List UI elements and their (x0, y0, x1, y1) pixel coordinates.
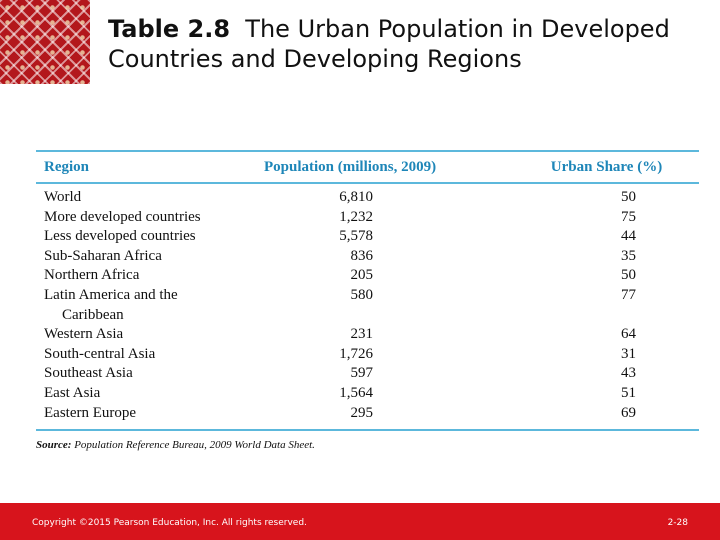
footer-bar: Copyright ©2015 Pearson Education, Inc. … (0, 503, 720, 540)
region-label: Latin America and the (44, 286, 178, 303)
cell-urban-share: 75 (621, 208, 636, 225)
cell-population: 205 (350, 267, 374, 284)
cell-region: Less developed countries (36, 227, 264, 247)
table-row: Northern Africa 205 50 (36, 266, 699, 286)
table-row: Eastern Europe 295 69 (36, 404, 699, 424)
region-label: Northern Africa (44, 267, 140, 284)
urban-population-table: Region Population (millions, 2009) Urban… (36, 150, 699, 451)
cell-urban-share: 35 (621, 247, 636, 264)
cell-population: 597 (350, 365, 374, 382)
cell-population: 836 (350, 247, 374, 264)
page-number: 2-28 (667, 518, 688, 528)
publisher-logo (0, 0, 90, 84)
table-row: South-central Asia 1,726 31 (36, 345, 699, 365)
table-row: More developed countries 1,232 75 (36, 208, 699, 228)
cell-population: 1,726 (339, 345, 373, 362)
title-table-number: Table 2.8 (108, 15, 231, 43)
cell-region: Northern Africa (36, 266, 264, 286)
header-population: Population (millions, 2009) (264, 158, 437, 175)
cell-region: East Asia (36, 384, 264, 404)
copyright-text: Copyright ©2015 Pearson Education, Inc. … (32, 518, 307, 528)
source-label: Source: (36, 439, 72, 452)
header-region: Region (44, 158, 89, 175)
table-row: Western Asia 231 64 (36, 325, 699, 345)
header-urban-share: Urban Share (%) (550, 158, 663, 175)
cell-population: 1,564 (339, 384, 373, 401)
region-label: East Asia (44, 384, 101, 401)
cell-urban-share: 77 (621, 286, 636, 303)
cell-population: 580 (350, 286, 374, 303)
region-label: Southeast Asia (44, 365, 133, 382)
region-label: Less developed countries (44, 228, 196, 245)
cell-region: World (36, 188, 264, 208)
region-label: South-central Asia (44, 345, 156, 362)
region-label: World (44, 189, 82, 205)
cell-region: Southeast Asia (36, 364, 264, 384)
table-body: World 6,810 50 More developed countries 1,23… (36, 184, 699, 432)
cell-urban-share: 43 (621, 365, 636, 382)
table-source: Source: Population Reference Bureau, 200… (36, 439, 699, 451)
table-row: Sub-Saharan Africa 836 35 (36, 247, 699, 267)
cell-population: 6,810 (339, 189, 373, 205)
cell-urban-share: 64 (621, 326, 636, 343)
region-label: Eastern Europe (44, 404, 137, 421)
region-label: Sub-Saharan Africa (44, 247, 162, 264)
cell-region: Eastern Europe (36, 404, 264, 424)
region-label: More developed countries (44, 208, 201, 225)
cell-urban-share: 31 (621, 345, 636, 362)
table-row: Latin America and the Caribbean 580 77 (36, 286, 699, 325)
slide-title: Table 2.8 The Urban Population in Develo… (108, 14, 708, 74)
region-label: Western Asia (44, 326, 124, 343)
cell-urban-share: 69 (621, 404, 636, 421)
cell-region: Western Asia (36, 325, 264, 345)
cell-population: 5,578 (339, 228, 373, 245)
cell-population: 1,232 (339, 208, 373, 225)
table-header: Region Population (millions, 2009) Urban… (36, 150, 699, 184)
region-label-continued: Caribbean (62, 306, 124, 323)
cell-urban-share: 50 (621, 267, 636, 284)
cell-population: 231 (350, 326, 374, 343)
cell-region: South-central Asia (36, 345, 264, 365)
cell-region: Sub-Saharan Africa (36, 247, 264, 267)
cell-urban-share: 50 (621, 189, 636, 205)
cell-region: Latin America and the Caribbean (36, 286, 264, 325)
table-row: Southeast Asia 597 43 (36, 364, 699, 384)
table-row: East Asia 1,564 51 (36, 384, 699, 404)
cell-population: 295 (350, 404, 374, 421)
source-text: Population Reference Bureau, 2009 World … (74, 439, 315, 452)
cell-urban-share: 51 (621, 384, 636, 401)
cell-region: More developed countries (36, 208, 264, 228)
title-text: The Urban Population in Developed Countr… (108, 15, 670, 73)
cell-urban-share: 44 (621, 228, 636, 245)
table-row: World 6,810 50 (36, 188, 699, 208)
table-row: Less developed countries 5,578 44 (36, 227, 699, 247)
